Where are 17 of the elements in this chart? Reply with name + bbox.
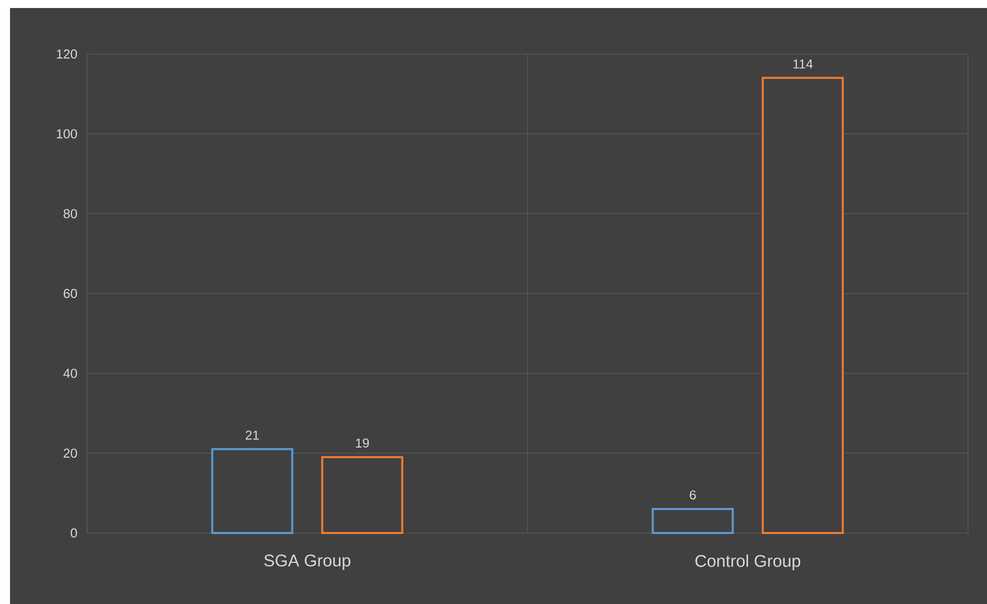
y-tick-label: 0 xyxy=(70,528,77,538)
bar xyxy=(321,456,404,534)
y-tick-label: 80 xyxy=(64,209,77,218)
data-label: 114 xyxy=(793,60,813,68)
y-tick-label: 40 xyxy=(63,368,77,378)
y-tick-label: 100 xyxy=(56,129,77,138)
x-tick-label: Control Group xyxy=(695,554,800,570)
bar xyxy=(652,508,734,534)
data-label: 19 xyxy=(356,438,369,448)
x-tick-label: SGA Group xyxy=(264,554,350,570)
y-tick-label: 120 xyxy=(56,49,77,59)
bar xyxy=(211,448,294,534)
y-tick-label: 20 xyxy=(64,448,77,458)
y-tick-label: 60 xyxy=(64,288,77,298)
data-label: 21 xyxy=(246,430,259,440)
data-label: 6 xyxy=(690,490,696,500)
bar xyxy=(762,76,844,534)
